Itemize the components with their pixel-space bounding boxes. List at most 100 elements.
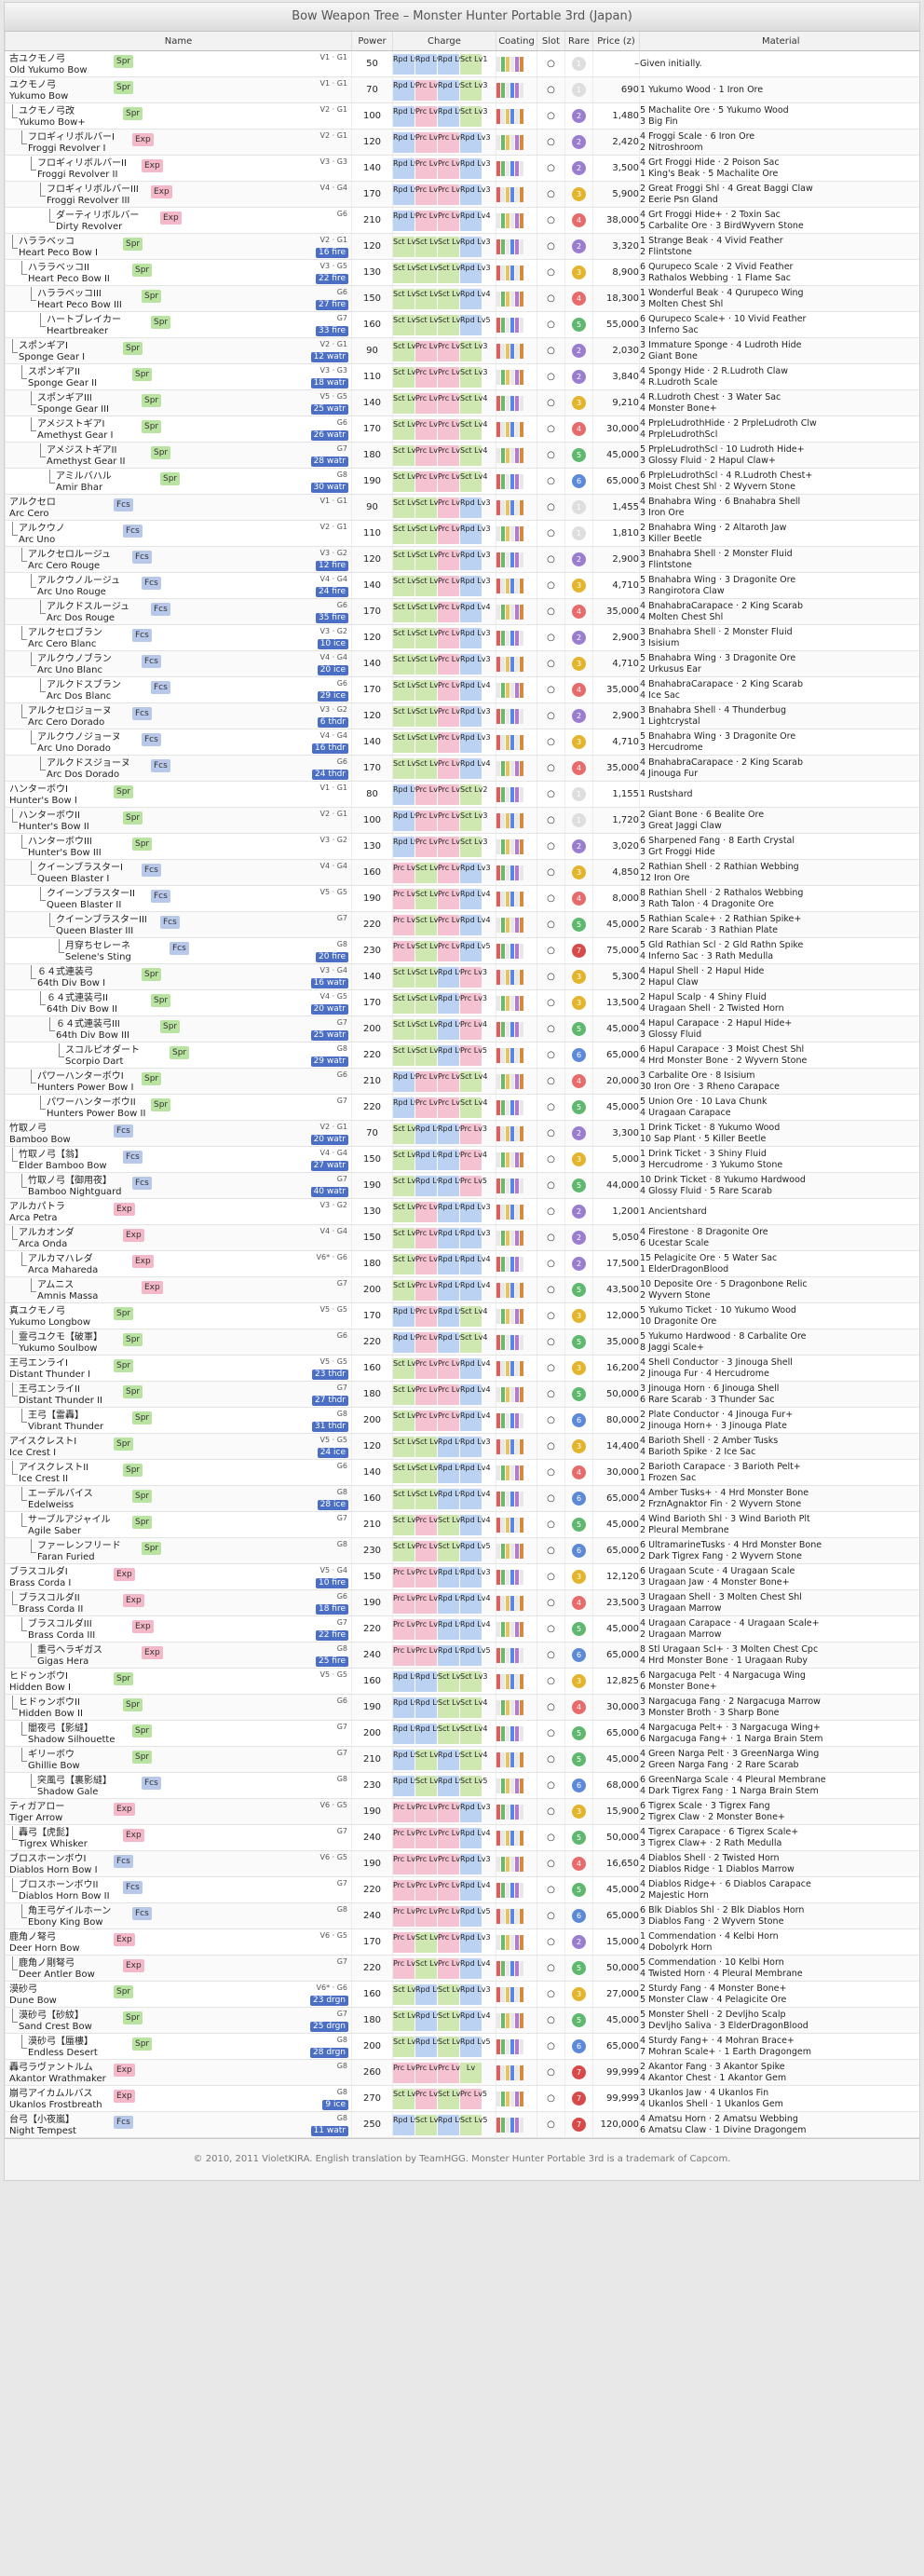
weapon-japanese-name[interactable]: アルカマハレダ	[28, 1253, 93, 1264]
coating-bar	[510, 447, 514, 463]
weapon-japanese-name[interactable]: 角王弓ゲイルホーン	[28, 1905, 112, 1916]
weapon-japanese-name[interactable]: アルクウノルージュ	[37, 575, 120, 586]
weapon-japanese-name[interactable]: アルクドスルージュ	[47, 601, 129, 612]
weapon-japanese-name[interactable]: アイスクレストII	[19, 1462, 89, 1473]
weapon-japanese-name[interactable]: 王弓【雷轟】	[28, 1410, 84, 1421]
weapon-japanese-name[interactable]: ユクモノ弓	[9, 79, 56, 90]
coating-bar	[520, 1830, 523, 1846]
weapon-japanese-name[interactable]: 竹取ノ弓【御用夜】	[28, 1175, 112, 1186]
weapon-japanese-name[interactable]: 台弓【小夜嵐】	[9, 2114, 75, 2125]
weapon-japanese-name[interactable]: アイスクレストI	[9, 1436, 77, 1447]
weapon-japanese-name[interactable]: ６４式連装弓	[37, 966, 93, 977]
coating-bar	[501, 943, 505, 959]
weapon-japanese-name[interactable]: パワーハンターボウI	[37, 1070, 124, 1082]
weapon-japanese-name[interactable]: 漠砂弓	[9, 1983, 37, 1995]
weapon-japanese-name[interactable]: ギリーボウ	[28, 1749, 75, 1760]
weapon-japanese-name[interactable]: 闇夜弓【影縫】	[28, 1723, 93, 1734]
weapon-japanese-name[interactable]: ハララベッコIII	[37, 288, 102, 299]
weapon-japanese-name[interactable]: アルカオンダ	[19, 1227, 75, 1238]
weapon-japanese-name[interactable]: エーデルバイス	[28, 1488, 93, 1499]
power-value: 140	[351, 155, 393, 182]
weapon-japanese-name[interactable]: アルカパトラ	[9, 1201, 65, 1212]
weapon-japanese-name[interactable]: 漠砂弓【砂紋】	[19, 2010, 84, 2021]
weapon-japanese-name[interactable]: ハンターボウIII	[28, 836, 92, 847]
charge-level-badge: Rpd Lv4	[460, 2010, 491, 2031]
weapon-japanese-name[interactable]: ユクモノ弓改	[19, 105, 75, 116]
weapon-japanese-name[interactable]: ヒドゥンボウI	[9, 1670, 68, 1682]
weapon-japanese-name[interactable]: クイーンブラスターII	[47, 888, 135, 899]
weapon-japanese-name[interactable]: アルクセロブラン	[28, 627, 102, 638]
weapon-japanese-name[interactable]: スポンギアII	[28, 366, 80, 377]
weapon-japanese-name[interactable]: 鹿角ノ弩弓	[9, 1931, 56, 1942]
weapon-japanese-name[interactable]: ブロスホーンボウI	[9, 1853, 87, 1864]
weapon-english-name: Yukumo Soulbow	[19, 1343, 98, 1354]
material-cell: 1 Yukumo Wood · 1 Iron Ore	[639, 76, 919, 103]
weapon-japanese-name[interactable]: ファーレンフリード	[37, 1540, 121, 1551]
material-line-1: 2 Akantor Fang · 3 Akantor Spike	[640, 2061, 785, 2072]
weapon-japanese-name[interactable]: ６４式連装弓III	[56, 1018, 120, 1029]
coating-bar	[515, 1099, 519, 1115]
weapon-japanese-name[interactable]: 王弓エンライI	[9, 1357, 68, 1369]
weapon-japanese-name[interactable]: アメジストギアII	[47, 444, 117, 456]
weapon-japanese-name[interactable]: アルクウノジョーヌ	[37, 731, 121, 743]
weapon-japanese-name[interactable]: ハートブレイカー	[47, 314, 121, 325]
weapon-japanese-name[interactable]: 真ユクモノ弓	[9, 1305, 65, 1316]
weapon-japanese-name[interactable]: 漠砂弓【蜃樓】	[28, 2036, 93, 2047]
weapon-japanese-name[interactable]: スコルピオダート	[65, 1044, 140, 1056]
weapon-japanese-name[interactable]: スポンギアIII	[37, 392, 92, 403]
weapon-japanese-name[interactable]: 霊弓ユクモ【破軍】	[19, 1331, 102, 1343]
weapon-japanese-name[interactable]: 古ユクモノ弓	[9, 53, 65, 64]
weapon-english-name: Arc Uno Dorado	[37, 743, 111, 754]
weapon-japanese-name[interactable]: フロギィリボルバーI	[28, 131, 115, 143]
weapon-japanese-name[interactable]: フロギィリボルバーII	[37, 157, 127, 169]
weapon-japanese-name[interactable]: ハンターボウI	[9, 784, 68, 795]
weapon-japanese-name[interactable]: 鹿角ノ剛弩弓	[19, 1957, 75, 1969]
weapon-japanese-name[interactable]: 月穿ちセレーネ	[65, 940, 130, 951]
material-line-1: 1 Commendation · 4 Kelbi Horn	[640, 1930, 779, 1942]
material-line-2: 4 Barioth Spike · 2 Ice Sac	[640, 1446, 756, 1457]
weapon-japanese-name[interactable]: アルクドスブラン	[47, 679, 121, 690]
weapon-japanese-name[interactable]: 突風弓【裏影縫】	[37, 1775, 112, 1786]
coating-bar	[515, 2091, 519, 2106]
weapon-japanese-name[interactable]: 崩弓アイカムルバス	[9, 2088, 93, 2099]
weapon-japanese-name[interactable]: サーブルアジャイル	[28, 1514, 111, 1525]
coating-bar	[510, 291, 514, 307]
weapon-japanese-name[interactable]: 王弓エンライII	[19, 1383, 80, 1395]
weapon-japanese-name[interactable]: ブラスコルダI	[9, 1566, 68, 1577]
table-row: アメジストギアI Amethyst Gear I Spr G6 26 watr 170 Sc…	[5, 416, 919, 443]
weapon-japanese-name[interactable]: アルクドスジョーヌ	[47, 757, 130, 769]
weapon-japanese-name[interactable]: スポンギアI	[19, 340, 68, 351]
weapon-japanese-name[interactable]: ブラスコルダII	[19, 1592, 80, 1603]
weapon-japanese-name[interactable]: ハララベッコ	[19, 236, 75, 247]
coating-bar	[515, 1699, 519, 1715]
weapon-japanese-name[interactable]: ヒドゥンボウII	[19, 1697, 80, 1708]
weapon-japanese-name[interactable]: クイーンブラスターI	[37, 862, 123, 873]
weapon-japanese-name[interactable]: 轟弓ラヴァントルム	[9, 2062, 93, 2073]
weapon-japanese-name[interactable]: アルクセロジョーヌ	[28, 705, 112, 716]
weapon-japanese-name[interactable]: アルクセロルージュ	[28, 549, 111, 560]
weapon-japanese-name[interactable]: ダーティリボルバー	[56, 210, 140, 221]
weapon-japanese-name[interactable]: ハンターボウII	[19, 810, 80, 821]
weapon-japanese-name[interactable]: ブラスコルダIII	[28, 1618, 92, 1629]
weapon-japanese-name[interactable]: ティガアロー	[9, 1801, 65, 1812]
power-value: 90	[351, 337, 393, 364]
weapon-japanese-name[interactable]: 轟弓【虎髭】	[19, 1827, 75, 1838]
weapon-japanese-name[interactable]: パワーハンターボウII	[47, 1097, 136, 1108]
weapon-japanese-name[interactable]: フロギィリボルバーIII	[47, 184, 139, 195]
weapon-japanese-name[interactable]: アルクウノブラン	[37, 653, 112, 664]
charge-level-badge: Rpd Lv4	[438, 1279, 469, 1301]
weapon-japanese-name[interactable]: ハララベッコII	[28, 262, 89, 273]
weapon-japanese-name[interactable]: アムニス	[37, 1279, 75, 1290]
weapon-japanese-name[interactable]: ６４式連装弓II	[47, 992, 108, 1003]
weapon-japanese-name[interactable]: 重弓ヘラギガス	[37, 1644, 102, 1656]
weapon-japanese-name[interactable]: ブロスホーンボウII	[19, 1879, 99, 1890]
weapon-japanese-name[interactable]: アルクセロ	[9, 497, 56, 508]
charge-level-badge: Prc Lv3	[438, 366, 465, 388]
weapon-japanese-name[interactable]: アルクウノ	[19, 523, 65, 534]
weapon-japanese-name[interactable]: 竹取ノ弓	[9, 1123, 47, 1134]
weapon-japanese-name[interactable]: クイーンブラスターIII	[56, 914, 147, 925]
weapon-japanese-name[interactable]: 竹取ノ弓【翁】	[19, 1149, 84, 1160]
coating-bar	[506, 1699, 510, 1715]
weapon-japanese-name[interactable]: アメジストギアI	[37, 418, 105, 429]
weapon-japanese-name[interactable]: アミルバハル	[56, 470, 112, 482]
